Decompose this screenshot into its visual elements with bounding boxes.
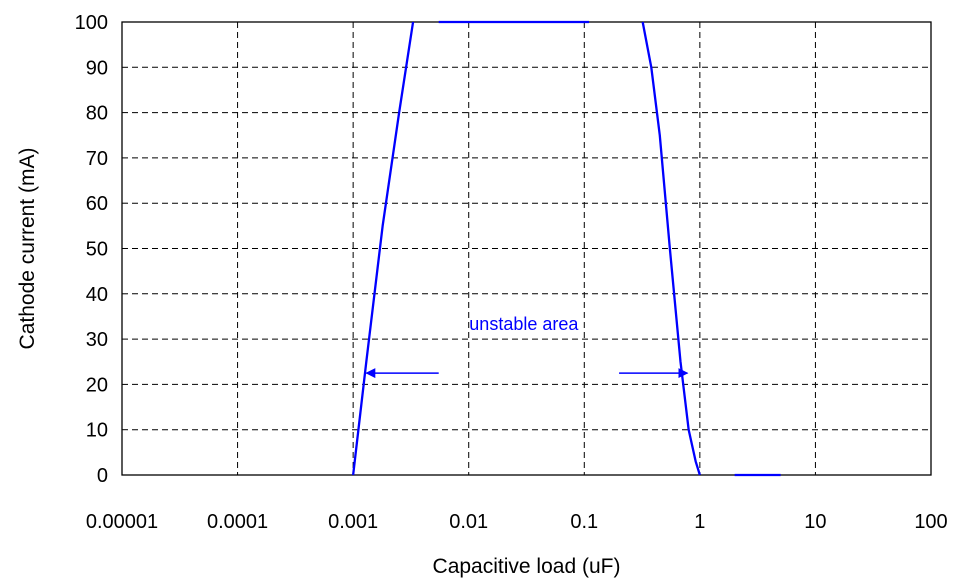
- x-tick-label: 100: [914, 511, 947, 533]
- y-tick-label: 100: [75, 12, 108, 34]
- y-tick-label: 10: [86, 420, 108, 442]
- y-tick-label: 0: [97, 465, 108, 487]
- x-tick-label: 0.001: [328, 511, 378, 533]
- y-tick-label: 20: [86, 374, 108, 396]
- x-axis-ticks: 0.00001 0.0001 0.001 0.01 0.1 1 10 100: [86, 511, 948, 533]
- y-tick-label: 50: [86, 239, 108, 261]
- y-tick-label: 80: [86, 103, 108, 125]
- y-tick-label: 60: [86, 193, 108, 215]
- series-line-segment: [351, 21, 415, 476]
- series-line-segment: [641, 21, 701, 476]
- x-tick-label: 10: [804, 511, 826, 533]
- y-tick-label: 30: [86, 329, 108, 351]
- x-tick-label: 0.00001: [86, 511, 158, 533]
- x-tick-label: 0.0001: [207, 511, 268, 533]
- y-tick-label: 40: [86, 284, 108, 306]
- grid-lines: [122, 22, 931, 475]
- x-axis-title: Capacitive load (uF): [433, 555, 621, 578]
- x-tick-label: 0.01: [449, 511, 488, 533]
- y-tick-label: 70: [86, 148, 108, 170]
- x-tick-label: 1: [694, 511, 705, 533]
- y-axis-ticks: 0 10 20 30 40 50 60 70 80 90 100: [75, 12, 108, 487]
- x-tick-label: 0.1: [570, 511, 598, 533]
- annotations: unstable area: [365, 314, 689, 379]
- annotation-label: unstable area: [469, 314, 579, 334]
- y-axis-title: Cathode current (mA): [16, 148, 39, 350]
- y-tick-label: 90: [86, 57, 108, 79]
- plot-area: [121, 20, 932, 477]
